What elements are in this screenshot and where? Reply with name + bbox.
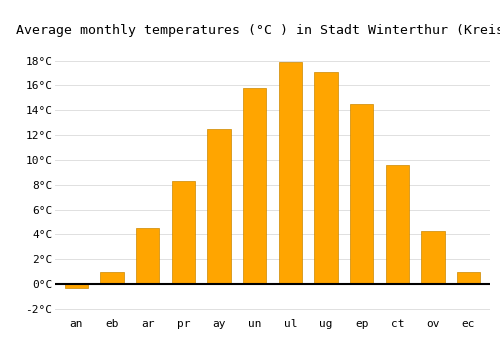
Bar <box>243 88 266 284</box>
Title: Average monthly temperatures (°C ) in Stadt Winterthur (Kreis 1): Average monthly temperatures (°C ) in St… <box>16 24 500 37</box>
Bar <box>136 228 160 284</box>
Bar <box>208 129 231 284</box>
Bar <box>350 104 373 284</box>
Bar <box>457 272 480 284</box>
Bar <box>422 231 444 284</box>
Bar <box>100 272 124 284</box>
Bar <box>314 72 338 284</box>
Bar <box>386 165 409 284</box>
Bar <box>278 62 302 284</box>
Bar <box>65 284 88 288</box>
Bar <box>172 181 195 284</box>
